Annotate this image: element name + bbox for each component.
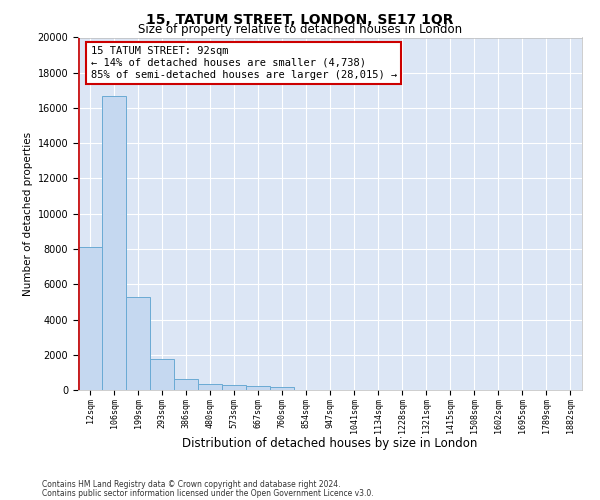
Text: Contains HM Land Registry data © Crown copyright and database right 2024.: Contains HM Land Registry data © Crown c… — [42, 480, 341, 489]
Bar — [246, 386, 270, 390]
Bar — [78, 247, 102, 390]
Bar — [174, 378, 198, 390]
Text: 15 TATUM STREET: 92sqm
← 14% of detached houses are smaller (4,738)
85% of semi-: 15 TATUM STREET: 92sqm ← 14% of detached… — [91, 46, 397, 80]
Bar — [270, 387, 294, 390]
Text: Size of property relative to detached houses in London: Size of property relative to detached ho… — [138, 22, 462, 36]
Bar — [150, 359, 174, 390]
Y-axis label: Number of detached properties: Number of detached properties — [23, 132, 34, 296]
X-axis label: Distribution of detached houses by size in London: Distribution of detached houses by size … — [182, 437, 478, 450]
Text: Contains public sector information licensed under the Open Government Licence v3: Contains public sector information licen… — [42, 488, 374, 498]
Bar — [102, 96, 126, 390]
Text: 15, TATUM STREET, LONDON, SE17 1QR: 15, TATUM STREET, LONDON, SE17 1QR — [146, 12, 454, 26]
Bar — [126, 296, 150, 390]
Bar — [222, 385, 246, 390]
Bar — [198, 384, 222, 390]
